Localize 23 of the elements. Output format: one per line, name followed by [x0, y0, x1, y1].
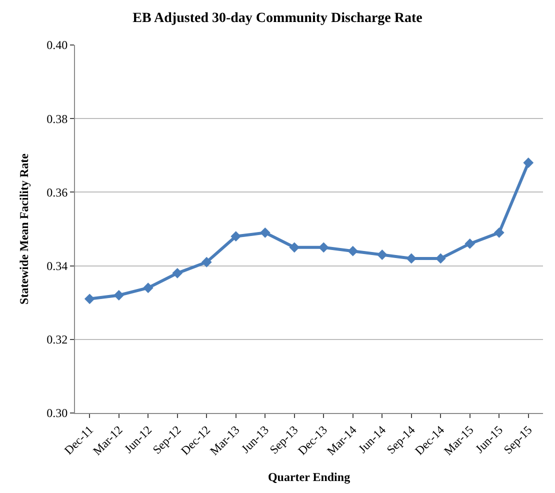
point — [318, 242, 329, 253]
y-tick-label: 0.32 — [46, 332, 68, 347]
point — [84, 294, 95, 304]
point — [260, 227, 270, 238]
y-tick-label: 0.36 — [46, 185, 68, 200]
point — [494, 227, 504, 238]
y-tick-label: 0.30 — [46, 406, 68, 420]
y-tick-label: 0.38 — [46, 112, 68, 126]
y-axis-title: Statewide Mean Facility Rate — [16, 152, 31, 304]
chart-title: EB Adjusted 30-day Community Discharge Rate — [132, 11, 422, 26]
y-tick-label: 0.40 — [46, 38, 68, 52]
point — [172, 268, 183, 278]
point — [376, 250, 388, 260]
point — [289, 242, 300, 253]
point — [142, 282, 154, 294]
point — [523, 158, 534, 168]
point — [230, 231, 242, 242]
y-tick-label: 0.34 — [46, 259, 68, 273]
point — [201, 256, 212, 268]
point — [348, 246, 358, 256]
point — [464, 238, 476, 249]
point — [114, 290, 124, 300]
x-axis-title: Quarter Ending — [268, 470, 350, 484]
